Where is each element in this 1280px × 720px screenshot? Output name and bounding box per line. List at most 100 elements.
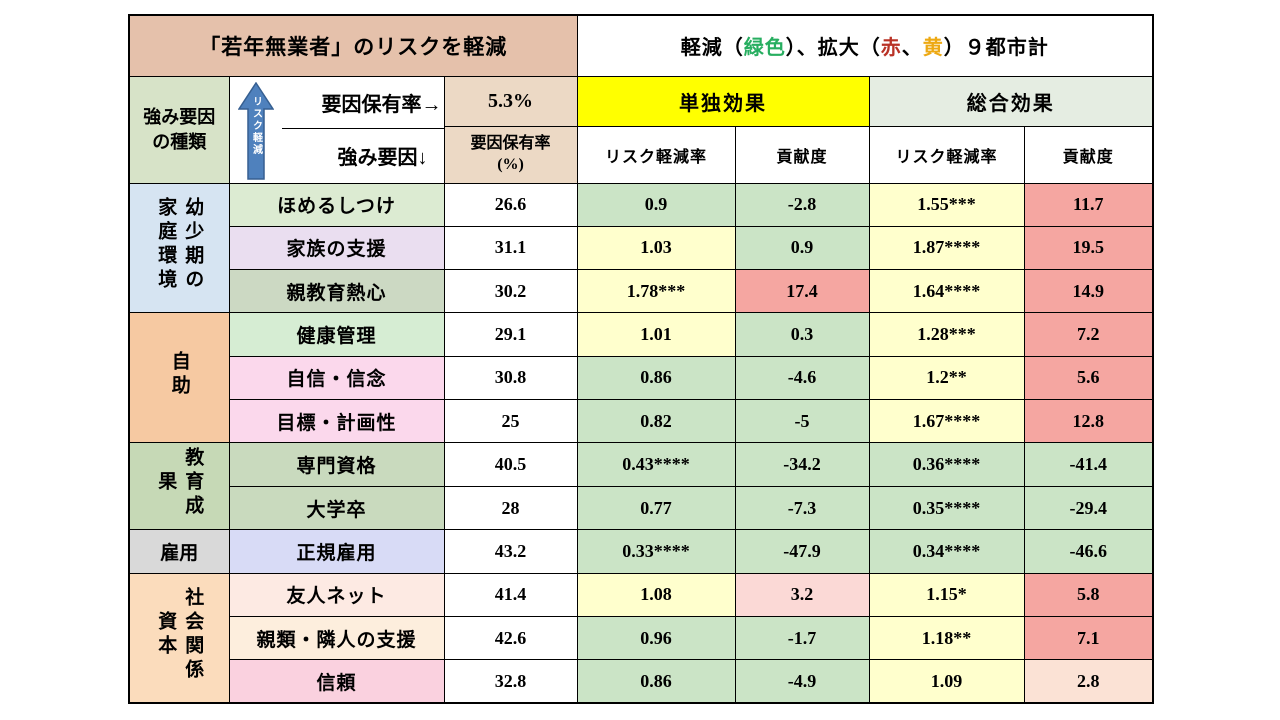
total-risk-cell: 1.87****: [868, 225, 1025, 271]
combined-effect-header: 総合効果: [868, 75, 1154, 128]
single-risk-cell: 0.43****: [576, 442, 736, 487]
factor-label: 家族の支援: [228, 225, 445, 271]
factor-label: 友人ネット: [228, 572, 445, 617]
total-contribution-cell: 12.8: [1023, 398, 1154, 444]
total-contribution-cell: 11.7: [1023, 182, 1154, 227]
total-risk-cell: 1.18**: [868, 615, 1025, 661]
total-contribution-cell: 7.1: [1023, 615, 1154, 661]
table-row: 大学卒 28 0.77 -7.3 0.35**** -29.4: [129, 485, 1154, 531]
hold-rate-cell: 29.1: [443, 312, 578, 357]
single-risk-cell: 0.86: [576, 355, 736, 400]
risk-table: 「若年無業者」のリスクを軽減 軽減（緑色）、拡大（赤、黄）９都市計 強み要因 の…: [128, 14, 1155, 704]
hold-rate-cell: 43.2: [443, 529, 578, 574]
total-contribution-header: 貢献度: [1023, 126, 1154, 184]
group-label: 雇用: [160, 542, 199, 564]
factor-label: 親類・隣人の支援: [228, 615, 445, 661]
total-contribution-cell: 14.9: [1023, 269, 1154, 314]
single-contribution-cell: -1.7: [734, 615, 870, 661]
group-label-cell: 自助: [128, 312, 230, 444]
single-risk-cell: 1.78***: [576, 269, 736, 314]
table-row: 自助 健康管理 29.1 1.01 0.3 1.28*** 7.2: [128, 312, 1154, 444]
hold-rate-column-header: 要因保有率 (%): [443, 126, 578, 184]
total-risk-cell: 1.64****: [868, 269, 1025, 314]
hold-rate-cell: 26.6: [443, 182, 578, 227]
group-label: 自助: [168, 350, 190, 399]
table-row: 目標・計画性 25 0.82 -5 1.67**** 12.8: [129, 398, 1154, 444]
hold-rate-cell: 32.8: [443, 659, 578, 704]
group-label-cell: 教育成果: [128, 442, 230, 531]
group-label: 教育成果: [155, 447, 204, 520]
single-contribution-cell: -34.2: [734, 442, 870, 487]
factor-label: 専門資格: [228, 442, 445, 487]
hold-rate-cell: 40.5: [443, 442, 578, 487]
table-row: 信頼 32.8 0.86 -4.9 1.09 2.8: [129, 659, 1154, 704]
table-row: 自信・信念 30.8 0.86 -4.6 1.2** 5.6: [129, 355, 1154, 400]
total-contribution-cell: 2.8: [1023, 659, 1154, 704]
table-row: 幼少期の家庭環境 ほめるしつけ 26.6 0.9 -2.8 1.55*** 11…: [128, 182, 1154, 314]
title-row: 「若年無業者」のリスクを軽減 軽減（緑色）、拡大（赤、黄）９都市計: [128, 14, 1154, 77]
table-row: 親類・隣人の支援 42.6 0.96 -1.7 1.18** 7.1: [129, 615, 1154, 661]
single-risk-cell: 0.33****: [576, 529, 736, 574]
legend-text-part: 、: [901, 37, 923, 60]
hold-rate-header-line: 要因保有率: [470, 135, 551, 153]
total-contribution-cell: 19.5: [1023, 225, 1154, 271]
single-risk-cell: 1.03: [576, 225, 736, 271]
hold-rate-cell: 41.4: [443, 572, 578, 617]
single-risk-cell: 0.96: [576, 615, 736, 661]
single-contribution-cell: 17.4: [734, 269, 870, 314]
total-contribution-cell: -41.4: [1023, 442, 1154, 487]
hold-rate-cell: 31.1: [443, 225, 578, 271]
single-risk-cell: 0.86: [576, 659, 736, 704]
single-risk-cell: 1.08: [576, 572, 736, 617]
group-label-cell: 社会関係資本: [128, 572, 230, 704]
single-risk-cell: 0.77: [576, 485, 736, 531]
total-contribution-cell: -46.6: [1023, 529, 1154, 574]
total-risk-cell: 1.28***: [868, 312, 1025, 357]
total-risk-cell: 0.36****: [868, 442, 1025, 487]
table-row: 家族の支援 31.1 1.03 0.9 1.87**** 19.5: [129, 225, 1154, 271]
total-risk-cell: 0.35****: [868, 485, 1025, 531]
single-contribution-cell: -2.8: [734, 182, 870, 227]
legend-text-part: 軽減（: [680, 37, 744, 60]
header-row-effects: 強み要因 の種類 リスク軽減 要因保有率→ 強み要因↓ 5.3% 単独効果 総合…: [128, 75, 1154, 184]
total-risk-rate-header: リスク軽減率: [868, 126, 1025, 184]
hold-rate-cell: 28: [443, 485, 578, 531]
single-contribution-cell: -5: [734, 398, 870, 444]
overall-hold-rate-value: 5.3%: [443, 75, 578, 128]
total-contribution-cell: 7.2: [1023, 312, 1154, 357]
table-row: 教育成果 専門資格 40.5 0.43**** -34.2 0.36**** -…: [128, 442, 1154, 531]
single-contribution-cell: -7.3: [734, 485, 870, 531]
header-row-columns: 要因保有率 (%) リスク軽減率 貢献度 リスク軽減率 貢献度: [129, 126, 1154, 184]
table-row: 親教育熱心 30.2 1.78*** 17.4 1.64**** 14.9: [129, 269, 1154, 314]
hold-rate-cell: 25: [443, 398, 578, 444]
group-type-line: の種類: [152, 131, 207, 152]
factor-label: 健康管理: [228, 312, 445, 357]
factor-label: 親教育熱心: [228, 269, 445, 314]
factor-label: 目標・計画性: [228, 398, 445, 444]
hold-rate-cell: 42.6: [443, 615, 578, 661]
hold-rate-header-line: (%): [497, 155, 524, 173]
table-row: 雇用 正規雇用 43.2 0.33**** -47.9 0.34**** -46…: [128, 529, 1154, 574]
single-contribution-cell: -47.9: [734, 529, 870, 574]
axis-header-cell: リスク軽減 要因保有率→ 強み要因↓: [228, 75, 445, 184]
total-risk-cell: 1.15*: [868, 572, 1025, 617]
group-label-cell: 幼少期の家庭環境: [128, 182, 230, 314]
total-risk-cell: 1.67****: [868, 398, 1025, 444]
single-contribution-cell: -4.9: [734, 659, 870, 704]
legend-text-part: ）９都市計: [943, 37, 1049, 60]
single-risk-cell: 1.01: [576, 312, 736, 357]
single-contribution-header: 貢献度: [734, 126, 870, 184]
total-contribution-cell: 5.8: [1023, 572, 1154, 617]
single-contribution-cell: -4.6: [734, 355, 870, 400]
table-row: 社会関係資本 友人ネット 41.4 1.08 3.2 1.15* 5.8: [128, 572, 1154, 704]
factor-label: 大学卒: [228, 485, 445, 531]
arrow-label: リスク軽減: [250, 95, 262, 156]
total-contribution-cell: 5.6: [1023, 355, 1154, 400]
total-risk-cell: 1.55***: [868, 182, 1025, 227]
single-contribution-cell: 0.3: [734, 312, 870, 357]
single-contribution-cell: 0.9: [734, 225, 870, 271]
group-label-cell: 雇用: [128, 529, 230, 574]
single-effect-header: 単独効果: [576, 75, 870, 128]
hold-rate-cell: 30.2: [443, 269, 578, 314]
